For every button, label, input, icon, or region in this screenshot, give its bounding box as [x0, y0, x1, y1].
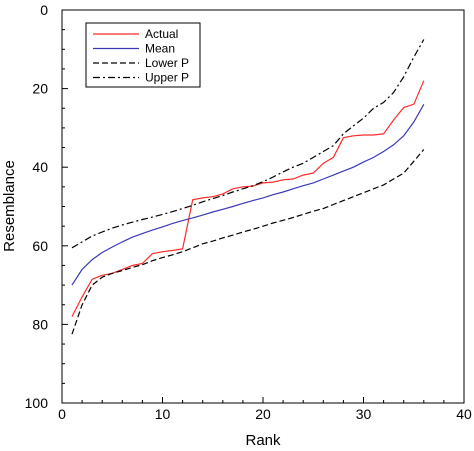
x-axis-title: Rank	[245, 432, 281, 449]
y-tick-label: 100	[25, 395, 49, 411]
series-line-mean	[71, 104, 425, 286]
y-tick-label: 0	[40, 2, 48, 18]
series-layer	[71, 39, 425, 335]
legend-label: Actual	[145, 27, 178, 41]
series-line-lower-p	[71, 149, 425, 335]
x-tick-label: 10	[155, 406, 171, 422]
y-tick-label: 40	[32, 159, 48, 175]
legend-label: Mean	[145, 42, 175, 56]
legend-label: Upper P	[145, 71, 189, 85]
x-tick-label: 40	[456, 406, 472, 422]
legend-label: Lower P	[145, 56, 189, 70]
y-tick-label: 80	[32, 316, 48, 332]
y-axis: 0 20 40 60 80 100	[25, 2, 68, 411]
x-tick-label: 0	[58, 406, 66, 422]
y-tick-label: 60	[32, 238, 48, 254]
x-tick-label: 20	[255, 406, 271, 422]
x-axis: 0 10 20 30 40	[58, 397, 472, 422]
y-tick-label: 20	[32, 81, 48, 97]
y-axis-title: Resemblance	[1, 160, 18, 252]
series-line-upper-p	[71, 39, 425, 249]
series-line-actual	[71, 80, 425, 317]
x-tick-label: 30	[356, 406, 372, 422]
